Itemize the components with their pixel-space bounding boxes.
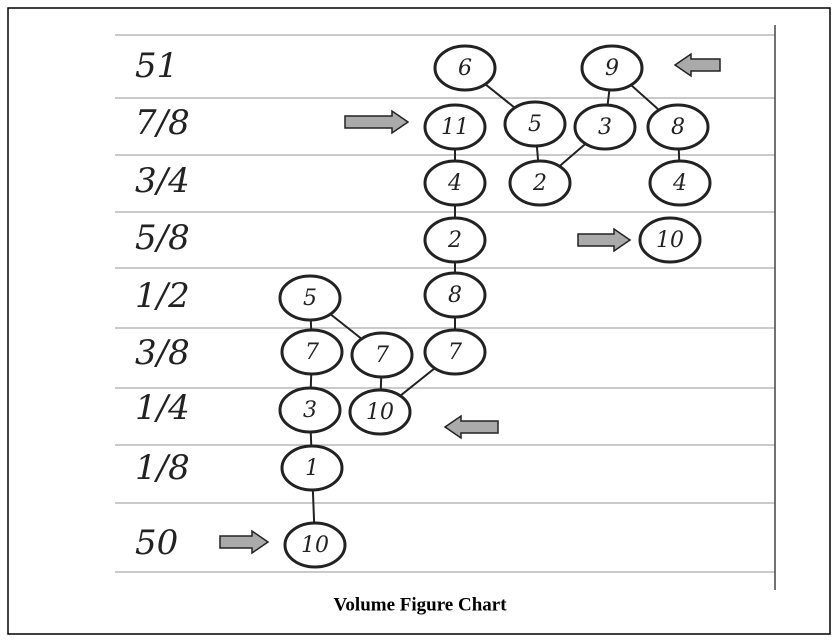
node-label: 3 bbox=[598, 115, 612, 140]
row-label: 50 bbox=[135, 523, 178, 563]
row-label: 3/4 bbox=[135, 161, 190, 201]
node-circle bbox=[348, 388, 412, 436]
node-label: 4 bbox=[672, 171, 687, 196]
node-circle bbox=[638, 216, 702, 264]
row-label: 1/8 bbox=[135, 448, 190, 488]
row-label: 5/8 bbox=[135, 218, 190, 258]
node-label: 10 bbox=[366, 400, 394, 425]
node-label: 11 bbox=[441, 115, 469, 140]
row-label: 1/2 bbox=[135, 276, 190, 316]
row-label: 1/4 bbox=[135, 388, 190, 428]
node-label: 2 bbox=[447, 228, 462, 253]
node-circle bbox=[573, 103, 637, 151]
row-labels: 51 7/8 3/4 5/8 1/2 3/8 1/4 1/8 50 bbox=[135, 46, 190, 563]
node-label: 10 bbox=[656, 228, 684, 253]
arrow bbox=[443, 414, 499, 440]
row-label: 51 bbox=[135, 46, 178, 86]
node-label: 5 bbox=[303, 286, 317, 311]
arrow bbox=[673, 52, 721, 78]
node-circle bbox=[280, 444, 344, 492]
node-circle bbox=[648, 159, 712, 207]
node-circle bbox=[580, 44, 644, 92]
node-circle bbox=[423, 159, 487, 207]
arrow bbox=[219, 529, 270, 555]
row-label: 7/8 bbox=[135, 103, 190, 143]
node-label: 7 bbox=[305, 340, 319, 365]
nodes: 6 9 11 5 3 8 4 2 4 2 10 5 8 7 7 7 3 10 1 10 bbox=[278, 44, 712, 569]
node-circle bbox=[423, 328, 487, 376]
paper-lines bbox=[115, 34, 775, 573]
node-circle bbox=[350, 331, 414, 379]
arrows bbox=[219, 52, 721, 555]
node-label: 5 bbox=[528, 112, 542, 137]
node-label: 7 bbox=[375, 343, 389, 368]
node-label: 8 bbox=[448, 283, 462, 308]
node-circle bbox=[278, 386, 342, 434]
node-label: 10 bbox=[301, 533, 329, 558]
node-circle bbox=[423, 103, 487, 151]
node-label: 3 bbox=[303, 398, 317, 423]
node-label: 7 bbox=[448, 340, 462, 365]
arrow bbox=[577, 227, 632, 253]
node-circle bbox=[423, 216, 487, 264]
node-circle bbox=[280, 328, 344, 376]
caption: Volume Figure Chart bbox=[333, 594, 507, 615]
row-label: 3/8 bbox=[135, 333, 190, 373]
node-label: 2 bbox=[532, 171, 547, 196]
node-circle bbox=[283, 521, 347, 569]
node-circle bbox=[503, 100, 567, 148]
node-circle bbox=[433, 44, 497, 92]
node-label: 9 bbox=[605, 56, 619, 81]
node-circle bbox=[646, 103, 710, 151]
node-label: 8 bbox=[671, 115, 685, 140]
node-circle bbox=[508, 159, 572, 207]
node-label: 4 bbox=[447, 171, 462, 196]
frame bbox=[7, 7, 831, 635]
node-label: 1 bbox=[305, 456, 319, 481]
node-label: 6 bbox=[458, 56, 472, 81]
node-circle bbox=[278, 274, 342, 322]
arrow bbox=[344, 109, 410, 135]
node-circle bbox=[423, 271, 487, 319]
